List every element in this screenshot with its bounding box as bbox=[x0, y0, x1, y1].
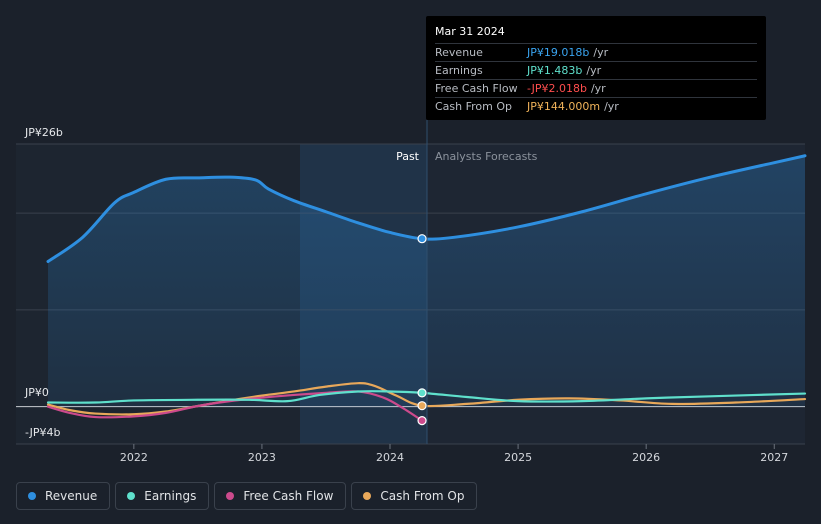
tooltip-label: Free Cash Flow bbox=[435, 82, 518, 95]
hover-markers bbox=[417, 234, 427, 426]
legend-dot-icon bbox=[363, 492, 372, 500]
earnings-line bbox=[46, 390, 807, 404]
free-cash-flow-marker bbox=[417, 416, 427, 426]
legend-item-cash-from-op[interactable]: Cash From Op bbox=[351, 482, 478, 510]
tooltip-label: Cash From Op bbox=[435, 100, 513, 113]
past-label: Past bbox=[396, 150, 420, 163]
x-tick-label: 2022 bbox=[120, 451, 148, 464]
tooltip-unit: /yr bbox=[586, 64, 602, 77]
tooltip: Mar 31 2024 Revenue JP¥19.018b /yr Earni… bbox=[426, 16, 766, 120]
legend-dot-icon bbox=[127, 492, 136, 500]
tooltip-row-cash-from-op: Cash From Op JP¥144.000m /yr bbox=[435, 97, 757, 115]
legend-item-revenue[interactable]: Revenue bbox=[16, 482, 111, 510]
tooltip-value: JP¥144.000m bbox=[527, 100, 601, 113]
forecast-label: Analysts Forecasts bbox=[435, 150, 538, 163]
tooltip-unit: /yr bbox=[590, 82, 606, 95]
cash-from-op-marker bbox=[417, 401, 427, 411]
y-label-top: JP¥26b bbox=[24, 126, 63, 139]
legend-dot-icon bbox=[226, 492, 235, 500]
tooltip-unit: /yr bbox=[604, 100, 619, 113]
legend-label: Revenue bbox=[45, 489, 98, 503]
tooltip-label: Earnings bbox=[435, 64, 483, 77]
tooltip-value: JP¥1.483b bbox=[527, 64, 583, 77]
tooltip-value: -JP¥2.018b bbox=[527, 82, 587, 95]
revenue-marker bbox=[417, 234, 427, 244]
legend-label: Cash From Op bbox=[380, 489, 465, 503]
x-tick-label: 2025 bbox=[504, 451, 532, 464]
legend-label: Earnings bbox=[144, 489, 197, 503]
earnings-marker bbox=[417, 388, 427, 398]
x-axis: 2022 2023 2024 2025 2026 2027 bbox=[120, 444, 788, 464]
tooltip-row-revenue: Revenue JP¥19.018b /yr bbox=[435, 43, 757, 61]
revenue-line bbox=[46, 154, 807, 264]
legend-item-earnings[interactable]: Earnings bbox=[115, 482, 210, 510]
legend: Revenue Earnings Free Cash Flow Cash Fro… bbox=[16, 482, 478, 510]
x-tick-label: 2024 bbox=[376, 451, 404, 464]
tooltip-date: Mar 31 2024 bbox=[435, 25, 505, 38]
y-label-zero: JP¥0 bbox=[24, 386, 49, 399]
tooltip-label: Revenue bbox=[435, 46, 483, 59]
legend-label: Free Cash Flow bbox=[243, 489, 334, 503]
legend-item-free-cash-flow[interactable]: Free Cash Flow bbox=[214, 482, 347, 510]
x-tick-label: 2026 bbox=[632, 451, 660, 464]
tooltip-value: JP¥19.018b bbox=[527, 46, 590, 59]
x-tick-label: 2027 bbox=[760, 451, 788, 464]
y-label-bottom: -JP¥4b bbox=[25, 426, 60, 439]
tooltip-row-free-cash-flow: Free Cash Flow -JP¥2.018b /yr bbox=[435, 79, 757, 97]
tooltip-row-earnings: Earnings JP¥1.483b /yr bbox=[435, 61, 757, 79]
x-tick-label: 2023 bbox=[248, 451, 276, 464]
legend-dot-icon bbox=[28, 492, 36, 500]
tooltip-unit: /yr bbox=[593, 46, 609, 59]
